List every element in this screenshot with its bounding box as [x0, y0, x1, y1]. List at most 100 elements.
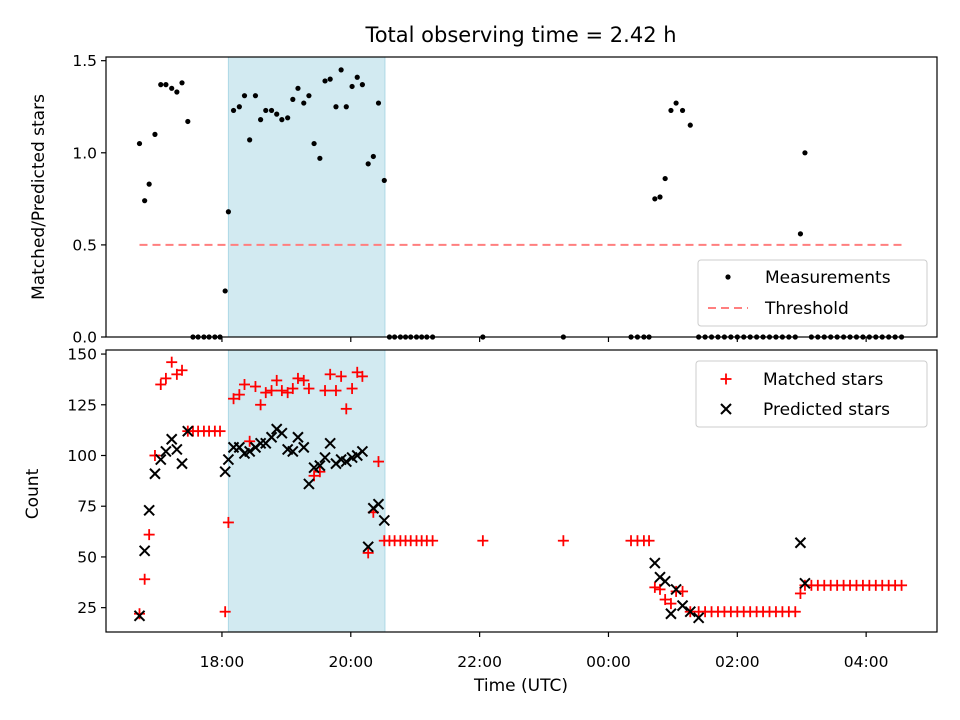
x-axis-label: Time (UTC) — [473, 676, 568, 696]
measurement-point — [225, 209, 231, 215]
measurement-point — [185, 118, 191, 125]
top-ytick-label: 0.0 — [72, 329, 97, 347]
predicted-point — [276, 427, 288, 439]
top-ytick-label: 1.5 — [72, 52, 97, 70]
matched-points — [133, 356, 908, 620]
predicted-point — [143, 504, 155, 516]
matched-legend-marker — [720, 373, 732, 385]
top-ytick-label: 0.5 — [72, 236, 97, 254]
predicted-point — [676, 599, 689, 612]
measurement-point — [142, 198, 148, 204]
predicted-point — [138, 545, 151, 557]
measurement-point — [365, 161, 371, 167]
bottom-legend: Matched stars Predicted stars — [695, 360, 928, 428]
matched-point — [266, 385, 278, 397]
bottom-ytick-label: 150 — [67, 346, 97, 364]
measurement-point — [136, 140, 143, 147]
predicted-point — [298, 441, 310, 454]
measurement-legend-marker — [725, 274, 731, 280]
measurement-point — [338, 67, 344, 73]
legend-threshold: Threshold — [764, 299, 849, 319]
predicted-point — [692, 612, 705, 624]
matched-point — [896, 579, 908, 591]
predicted-point — [378, 514, 390, 527]
predicted-point — [155, 453, 167, 466]
xtick-label: 22:00 — [457, 653, 502, 671]
predicted-point — [133, 610, 146, 622]
bottom-y-axis: 25 50 75 100 125 150 — [67, 346, 106, 617]
predicted-point — [165, 433, 178, 445]
legend-matched: Matched stars — [763, 370, 883, 390]
bottom-x-axis: 18:00 20:00 22:00 00:00 02:00 04:00 — [200, 632, 889, 671]
matched-point — [356, 370, 368, 382]
predicted-point — [182, 425, 194, 437]
matched-point — [249, 381, 261, 393]
matched-point — [303, 383, 315, 395]
matched-point — [340, 403, 352, 415]
measurement-point — [268, 107, 275, 114]
measurement-point — [163, 82, 169, 88]
matched-point — [233, 389, 245, 401]
measurement-point — [311, 140, 317, 147]
predicted-point — [340, 455, 352, 468]
bottom-ytick-label: 25 — [77, 599, 97, 617]
top-ytick-label: 1.0 — [72, 144, 97, 162]
measurement-point — [673, 100, 679, 106]
predicted-point — [356, 445, 369, 458]
top-plot-frame — [105, 56, 938, 338]
predicted-point — [292, 431, 304, 443]
bottom-ytick-label: 100 — [67, 447, 97, 465]
matched-point — [255, 399, 267, 411]
measurement-point — [263, 107, 269, 114]
matched-point — [292, 372, 304, 384]
matched-point — [160, 372, 172, 384]
matched-point — [477, 535, 489, 547]
measurement-point — [274, 111, 280, 117]
predicted-point — [265, 431, 278, 443]
measurement-point — [322, 78, 328, 84]
measurement-point — [179, 80, 185, 86]
matched-point — [649, 581, 661, 593]
measurement-point — [797, 231, 804, 237]
xtick-label: 04:00 — [844, 653, 889, 671]
predicted-points — [133, 423, 811, 624]
measurement-point — [317, 155, 323, 161]
matched-point — [362, 547, 374, 559]
matched-point — [789, 606, 801, 618]
measurement-point — [290, 96, 296, 102]
bottom-legend-box — [695, 360, 928, 428]
predicted-point — [171, 443, 183, 456]
predicted-point — [222, 453, 235, 466]
predicted-point — [319, 451, 331, 464]
measurement-point — [687, 122, 693, 128]
matched-point — [276, 385, 288, 397]
measurement-point — [152, 131, 158, 137]
predicted-point — [303, 478, 315, 490]
top-legend-box — [697, 259, 928, 327]
bottom-y-label: Count — [23, 468, 43, 519]
measurement-point — [349, 83, 355, 90]
matched-point — [335, 370, 347, 382]
predicted-point — [659, 575, 671, 587]
xtick-label: 00:00 — [586, 653, 631, 671]
measurement-point — [662, 175, 668, 182]
measurement-point — [679, 107, 686, 114]
matched-point — [643, 535, 655, 547]
bottom-ytick-label: 125 — [67, 396, 97, 414]
chart-title: Total observing time = 2.42 h — [364, 23, 676, 47]
matched-point — [133, 608, 145, 620]
predicted-point — [665, 608, 677, 620]
predicted-point — [160, 445, 172, 458]
matched-point — [219, 606, 231, 618]
predicted-point — [254, 437, 267, 450]
measurement-point — [258, 117, 264, 123]
measurement-point — [381, 177, 387, 184]
matched-point — [139, 573, 151, 585]
matched-point — [149, 449, 161, 461]
legend-measurements: Measurements — [765, 268, 891, 288]
predicted-point — [324, 437, 336, 450]
bottom-highlight-band — [227, 349, 386, 633]
measurement-point — [327, 76, 333, 82]
measurement-point — [295, 85, 301, 91]
